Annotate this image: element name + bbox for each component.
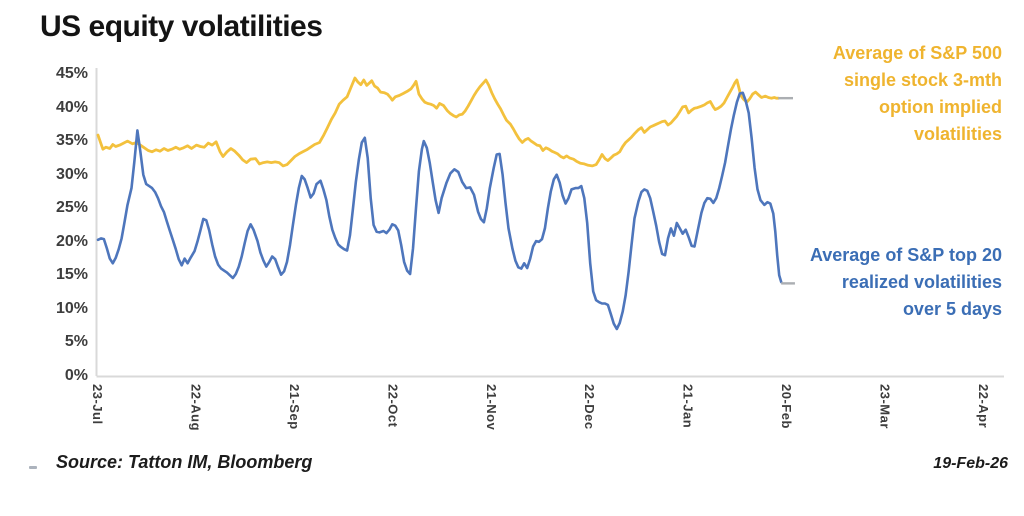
y-tick-label: 25%	[55, 199, 88, 217]
y-tick-label: 45%	[55, 65, 88, 82]
y-tick-label: 40%	[55, 98, 88, 116]
realized-vol-annotation: Average of S&P top 20 realized volatilit…	[810, 242, 1002, 323]
chart-title: US equity volatilities	[40, 10, 323, 43]
y-axis-labels: 0% 5% 10% 15% 20% 25% 30% 35% 40% 45%	[0, 0, 88, 516]
stray-mark	[29, 466, 37, 469]
implied-vol-annotation: Average of S&P 500 single stock 3-mth op…	[833, 40, 1002, 148]
annotation-line: over 5 days	[902, 299, 1002, 319]
y-tick-label: 5%	[64, 333, 88, 351]
x-tick-label: 21-Jan	[680, 384, 696, 429]
annotation-line: Average of S&P 500	[832, 43, 1002, 63]
y-tick-label: 30%	[55, 165, 88, 183]
implied-volatility-line	[96, 76, 780, 168]
x-tick-label: 21-Sep	[286, 384, 302, 430]
annotation-line: realized volatilities	[841, 272, 1002, 292]
annotation-line: volatilities	[913, 124, 1002, 144]
x-tick-label: 22-Oct	[385, 384, 401, 428]
x-tick-label: 21-Nov	[483, 384, 499, 431]
y-tick-label: 10%	[55, 299, 88, 317]
annotation-line: single stock 3-mth	[843, 70, 1002, 90]
annotation-line: Average of S&P top 20	[809, 245, 1002, 265]
y-tick-label: 35%	[55, 132, 88, 150]
source-text: Source: Tatton IM, Bloomberg	[56, 452, 313, 472]
x-tick-label: 22-Aug	[188, 384, 204, 432]
y-tick-label: 20%	[55, 232, 88, 250]
y-tick-label: 15%	[55, 266, 88, 284]
x-tick-label: 23-Jul	[90, 384, 105, 425]
annotation-line: option implied	[879, 97, 1002, 117]
x-tick-label: 20-Feb	[779, 384, 795, 429]
report-date: 19-Feb-26	[933, 455, 1008, 472]
x-tick-label: 22-Dec	[582, 384, 598, 430]
x-tick-label: 22-Apr	[975, 384, 991, 429]
x-tick-label: 23-Mar	[877, 384, 893, 429]
realized-volatility-line	[96, 91, 783, 331]
y-tick-label: 0%	[64, 367, 88, 384]
